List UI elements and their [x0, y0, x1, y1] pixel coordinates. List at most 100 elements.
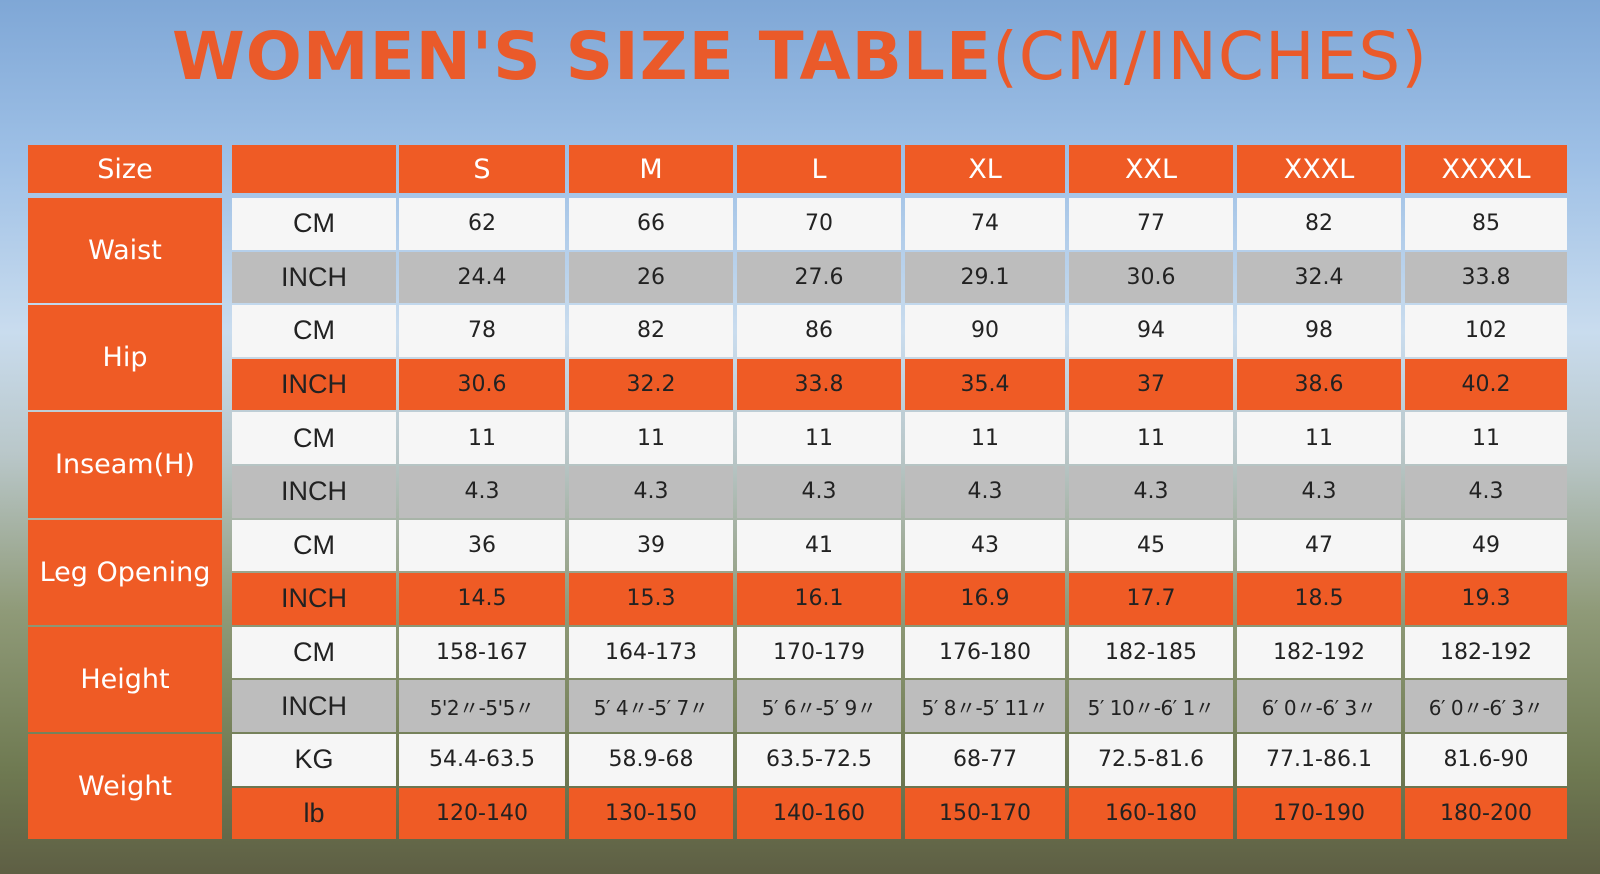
- unit-label: KG: [232, 734, 396, 786]
- value-cell: 33.8: [1405, 251, 1567, 304]
- value-cell: 49: [1405, 519, 1567, 572]
- value-cell: 4.3: [1405, 466, 1567, 518]
- value-cell: 78: [399, 305, 565, 357]
- value-cell: 90: [905, 305, 1065, 357]
- value-cell: 39: [569, 519, 733, 572]
- value-cell: 11: [905, 412, 1065, 464]
- measure-label-waist: Waist: [28, 198, 222, 304]
- value-cell: 81.6-90: [1405, 734, 1567, 786]
- title-main: WOMEN'S SIZE TABLE: [172, 18, 993, 95]
- value-cell: 41: [737, 519, 901, 572]
- value-cell: 63.5-72.5: [737, 734, 901, 786]
- value-cell: 182-192: [1237, 626, 1401, 679]
- value-cell: 15.3: [569, 573, 733, 625]
- value-cell: 11: [1237, 412, 1401, 464]
- value-cell: 70: [737, 198, 901, 250]
- value-cell: 72.5-81.6: [1069, 734, 1233, 786]
- measure-label-hip: Hip: [28, 305, 222, 411]
- value-cell: 37: [1069, 358, 1233, 411]
- value-cell: 102: [1405, 305, 1567, 357]
- value-cell: 74: [905, 198, 1065, 250]
- value-cell: 11: [737, 412, 901, 464]
- value-cell: 5′ 4〃-5′ 7〃: [569, 680, 733, 732]
- size-header-xxxxl: XXXXL: [1405, 145, 1567, 193]
- value-cell: 66: [569, 198, 733, 250]
- value-cell: 5′ 6〃-5′ 9〃: [737, 680, 901, 732]
- value-cell: 160-180: [1069, 787, 1233, 840]
- measure-label-height: Height: [28, 626, 222, 732]
- unit-label: CM: [232, 412, 396, 464]
- value-cell: 29.1: [905, 251, 1065, 304]
- unit-label: CM: [232, 519, 396, 572]
- value-cell: 40.2: [1405, 358, 1567, 411]
- value-cell: 5′ 10〃-6′ 1〃: [1069, 680, 1233, 732]
- value-cell: 6′ 0〃-6′ 3〃: [1237, 680, 1401, 732]
- value-cell: 32.2: [569, 358, 733, 411]
- size-header-xxl: XXL: [1069, 145, 1233, 193]
- value-cell: 120-140: [399, 787, 565, 840]
- value-cell: 77: [1069, 198, 1233, 250]
- value-cell: 150-170: [905, 787, 1065, 840]
- value-cell: 16.1: [737, 573, 901, 625]
- value-cell: 5′ 8〃-5′ 11〃: [905, 680, 1065, 732]
- value-cell: 176-180: [905, 626, 1065, 679]
- value-cell: 35.4: [905, 358, 1065, 411]
- value-cell: 85: [1405, 198, 1567, 250]
- size-header-m: M: [569, 145, 733, 193]
- size-header-xl: XL: [905, 145, 1065, 193]
- size-header-l: L: [737, 145, 901, 193]
- value-cell: 17.7: [1069, 573, 1233, 625]
- value-cell: 33.8: [737, 358, 901, 411]
- unit-label: CM: [232, 626, 396, 679]
- value-cell: 130-150: [569, 787, 733, 840]
- value-cell: 4.3: [399, 466, 565, 518]
- value-cell: 140-160: [737, 787, 901, 840]
- value-cell: 45: [1069, 519, 1233, 572]
- unit-label: INCH: [232, 251, 396, 304]
- size-header-s: S: [399, 145, 565, 193]
- value-cell: 182-185: [1069, 626, 1233, 679]
- value-cell: 30.6: [399, 358, 565, 411]
- value-cell: 98: [1237, 305, 1401, 357]
- value-cell: 86: [737, 305, 901, 357]
- value-cell: 54.4-63.5: [399, 734, 565, 786]
- value-cell: 62: [399, 198, 565, 250]
- value-cell: 170-179: [737, 626, 901, 679]
- value-cell: 36: [399, 519, 565, 572]
- measure-label-weight: Weight: [28, 734, 222, 840]
- value-cell: 5'2〃-5'5〃: [399, 680, 565, 732]
- unit-label: CM: [232, 198, 396, 250]
- value-cell: 30.6: [1069, 251, 1233, 304]
- value-cell: 11: [569, 412, 733, 464]
- value-cell: 47: [1237, 519, 1401, 572]
- value-cell: 4.3: [1069, 466, 1233, 518]
- value-cell: 4.3: [569, 466, 733, 518]
- size-header-label: Size: [28, 145, 222, 193]
- unit-label: lb: [232, 787, 396, 840]
- value-cell: 19.3: [1405, 573, 1567, 625]
- unit-label: INCH: [232, 466, 396, 518]
- value-cell: 82: [1237, 198, 1401, 250]
- value-cell: 158-167: [399, 626, 565, 679]
- value-cell: 32.4: [1237, 251, 1401, 304]
- value-cell: 164-173: [569, 626, 733, 679]
- value-cell: 4.3: [1237, 466, 1401, 518]
- unit-label: INCH: [232, 680, 396, 732]
- value-cell: 4.3: [905, 466, 1065, 518]
- value-cell: 170-190: [1237, 787, 1401, 840]
- size-header-xxxl: XXXL: [1237, 145, 1401, 193]
- page-title: WOMEN'S SIZE TABLE(CM/INCHES): [0, 18, 1600, 95]
- value-cell: 77.1-86.1: [1237, 734, 1401, 786]
- unit-label: CM: [232, 305, 396, 357]
- value-cell: 6′ 0〃-6′ 3〃: [1405, 680, 1567, 732]
- value-cell: 11: [1405, 412, 1567, 464]
- value-cell: 18.5: [1237, 573, 1401, 625]
- value-cell: 27.6: [737, 251, 901, 304]
- value-cell: 180-200: [1405, 787, 1567, 840]
- value-cell: 11: [1069, 412, 1233, 464]
- title-units: (CM/INCHES): [992, 18, 1428, 95]
- size-header-blank: [232, 145, 396, 193]
- value-cell: 58.9-68: [569, 734, 733, 786]
- unit-label: INCH: [232, 358, 396, 411]
- value-cell: 26: [569, 251, 733, 304]
